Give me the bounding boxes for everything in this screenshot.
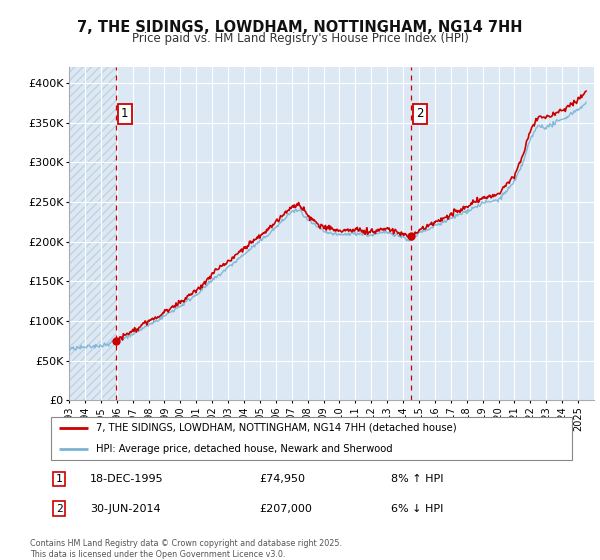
Text: Contains HM Land Registry data © Crown copyright and database right 2025.
This d: Contains HM Land Registry data © Crown c… (30, 539, 342, 559)
Text: HPI: Average price, detached house, Newark and Sherwood: HPI: Average price, detached house, Newa… (95, 444, 392, 454)
Text: £74,950: £74,950 (259, 474, 305, 484)
Text: 2: 2 (56, 503, 62, 514)
Text: 1: 1 (56, 474, 62, 484)
Text: 2: 2 (416, 108, 424, 120)
Text: 18-DEC-1995: 18-DEC-1995 (90, 474, 164, 484)
Text: Price paid vs. HM Land Registry's House Price Index (HPI): Price paid vs. HM Land Registry's House … (131, 32, 469, 45)
Text: 7, THE SIDINGS, LOWDHAM, NOTTINGHAM, NG14 7HH: 7, THE SIDINGS, LOWDHAM, NOTTINGHAM, NG1… (77, 20, 523, 35)
Text: 1: 1 (121, 108, 128, 120)
Text: 7, THE SIDINGS, LOWDHAM, NOTTINGHAM, NG14 7HH (detached house): 7, THE SIDINGS, LOWDHAM, NOTTINGHAM, NG1… (95, 423, 456, 433)
Text: 8% ↑ HPI: 8% ↑ HPI (391, 474, 444, 484)
Text: 30-JUN-2014: 30-JUN-2014 (90, 503, 161, 514)
FancyBboxPatch shape (50, 417, 572, 460)
Text: £207,000: £207,000 (259, 503, 312, 514)
Text: 6% ↓ HPI: 6% ↓ HPI (391, 503, 443, 514)
